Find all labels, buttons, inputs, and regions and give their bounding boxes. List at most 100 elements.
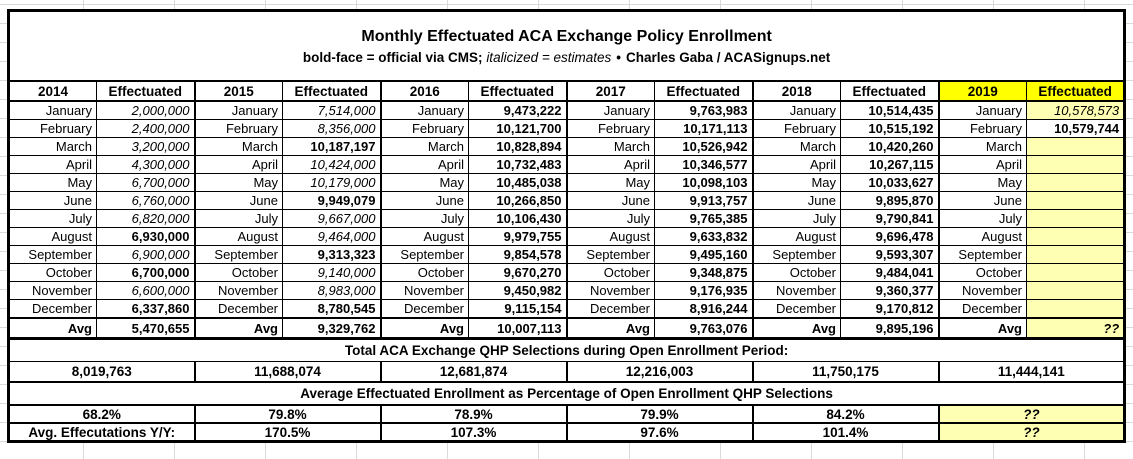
value-cell[interactable]: 9,895,870	[840, 191, 939, 210]
value-cell[interactable]: 9,348,875	[654, 263, 753, 282]
month-cell[interactable]: October	[379, 263, 469, 282]
month-cell[interactable]: November	[379, 281, 469, 300]
year-header-cell[interactable]: 2017	[565, 80, 655, 102]
effectuated-header-cell[interactable]: Effectuated	[282, 80, 381, 102]
month-cell[interactable]: May	[751, 173, 841, 192]
avg-label-cell[interactable]: Avg	[379, 317, 469, 340]
value-cell[interactable]: 10,526,942	[654, 137, 753, 156]
value-cell[interactable]	[1025, 137, 1126, 156]
month-cell[interactable]: October	[565, 263, 655, 282]
month-cell[interactable]: December	[751, 299, 841, 319]
month-cell[interactable]: July	[7, 209, 97, 228]
value-cell[interactable]: 9,360,377	[840, 281, 939, 300]
month-cell[interactable]: May	[937, 173, 1027, 192]
value-cell[interactable]: 6,760,000	[96, 191, 195, 210]
value-cell[interactable]: 6,337,860	[96, 299, 195, 319]
value-cell[interactable]: 6,820,000	[96, 209, 195, 228]
value-cell[interactable]: 10,420,260	[840, 137, 939, 156]
value-cell[interactable]	[1025, 299, 1126, 319]
yy-value-cell[interactable]: 107.3%	[379, 422, 567, 442]
value-cell[interactable]: 10,732,483	[468, 155, 567, 174]
year-header-cell[interactable]: 2018	[751, 80, 841, 102]
value-cell[interactable]: 9,765,385	[654, 209, 753, 228]
month-cell[interactable]: March	[937, 137, 1027, 156]
month-cell[interactable]: August	[193, 227, 283, 246]
value-cell[interactable]	[1025, 227, 1126, 246]
yy-value-cell[interactable]: ??	[937, 422, 1126, 442]
avg-value-cell[interactable]: 5,470,655	[96, 317, 195, 340]
value-cell[interactable]: 9,763,983	[654, 100, 753, 120]
value-cell[interactable]: 10,346,577	[654, 155, 753, 174]
value-cell[interactable]: 10,579,744	[1025, 119, 1126, 138]
value-cell[interactable]	[1025, 209, 1126, 228]
qhp-total-cell[interactable]: 8,019,763	[8, 361, 195, 383]
pct-value-cell[interactable]: ??	[937, 404, 1126, 424]
month-cell[interactable]: November	[565, 281, 655, 300]
value-cell[interactable]: 9,667,000	[282, 209, 381, 228]
month-cell[interactable]: September	[565, 245, 655, 264]
value-cell[interactable]: 9,979,755	[468, 227, 567, 246]
value-cell[interactable]: 9,450,982	[468, 281, 567, 300]
month-cell[interactable]: June	[379, 191, 469, 210]
month-cell[interactable]: June	[751, 191, 841, 210]
value-cell[interactable]: 9,593,307	[840, 245, 939, 264]
value-cell[interactable]: 4,300,000	[96, 155, 195, 174]
month-cell[interactable]: June	[937, 191, 1027, 210]
month-cell[interactable]: April	[7, 155, 97, 174]
month-cell[interactable]: November	[937, 281, 1027, 300]
qhp-total-cell[interactable]: 12,681,874	[379, 361, 567, 383]
avg-value-cell[interactable]: 10,007,113	[468, 317, 567, 340]
month-cell[interactable]: November	[7, 281, 97, 300]
value-cell[interactable]: 9,854,578	[468, 245, 567, 264]
pct-value-cell[interactable]: 84.2%	[751, 404, 939, 424]
qhp-total-cell[interactable]: 11,750,175	[751, 361, 939, 383]
month-cell[interactable]: September	[193, 245, 283, 264]
value-cell[interactable]: 6,900,000	[96, 245, 195, 264]
month-cell[interactable]: February	[565, 119, 655, 138]
month-cell[interactable]: March	[379, 137, 469, 156]
yy-value-cell[interactable]: 170.5%	[193, 422, 381, 442]
month-cell[interactable]: August	[7, 227, 97, 246]
value-cell[interactable]: 10,267,115	[840, 155, 939, 174]
month-cell[interactable]: September	[379, 245, 469, 264]
value-cell[interactable]: 10,033,627	[840, 173, 939, 192]
avg-label-cell[interactable]: Avg	[937, 317, 1027, 340]
month-cell[interactable]: November	[193, 281, 283, 300]
month-cell[interactable]: May	[379, 173, 469, 192]
month-cell[interactable]: October	[7, 263, 97, 282]
value-cell[interactable]	[1025, 155, 1126, 174]
value-cell[interactable]: 2,400,000	[96, 119, 195, 138]
yy-value-cell[interactable]: 97.6%	[565, 422, 753, 442]
month-cell[interactable]: August	[379, 227, 469, 246]
value-cell[interactable]: 6,700,000	[96, 173, 195, 192]
value-cell[interactable]: 10,514,435	[840, 100, 939, 120]
month-cell[interactable]: April	[751, 155, 841, 174]
value-cell[interactable]: 10,179,000	[282, 173, 381, 192]
month-cell[interactable]: April	[937, 155, 1027, 174]
avg-value-cell[interactable]: 9,329,762	[282, 317, 381, 340]
value-cell[interactable]: 10,098,103	[654, 173, 753, 192]
month-cell[interactable]: May	[7, 173, 97, 192]
value-cell[interactable]: 10,266,850	[468, 191, 567, 210]
month-cell[interactable]: December	[379, 299, 469, 319]
month-cell[interactable]: October	[937, 263, 1027, 282]
avg-value-cell[interactable]: 9,763,076	[654, 317, 753, 340]
value-cell[interactable]: 9,913,757	[654, 191, 753, 210]
value-cell[interactable]: 10,828,894	[468, 137, 567, 156]
effectuated-header-cell[interactable]: Effectuated	[654, 80, 753, 102]
month-cell[interactable]: March	[7, 137, 97, 156]
value-cell[interactable]: 9,670,270	[468, 263, 567, 282]
value-cell[interactable]: 6,930,000	[96, 227, 195, 246]
effectuated-header-cell[interactable]: Effectuated	[840, 80, 939, 102]
month-cell[interactable]: January	[751, 100, 841, 120]
month-cell[interactable]: December	[193, 299, 283, 319]
value-cell[interactable]: 7,514,000	[282, 100, 381, 120]
pct-value-cell[interactable]: 79.9%	[565, 404, 753, 424]
year-header-cell[interactable]: 2014	[7, 80, 97, 102]
value-cell[interactable]: 9,790,841	[840, 209, 939, 228]
value-cell[interactable]: 10,187,197	[282, 137, 381, 156]
month-cell[interactable]: January	[7, 100, 97, 120]
month-cell[interactable]: March	[565, 137, 655, 156]
qhp-total-cell[interactable]: 11,444,141	[937, 361, 1126, 383]
yy-label-cell[interactable]: Avg. Effecutations Y/Y:	[8, 422, 195, 442]
